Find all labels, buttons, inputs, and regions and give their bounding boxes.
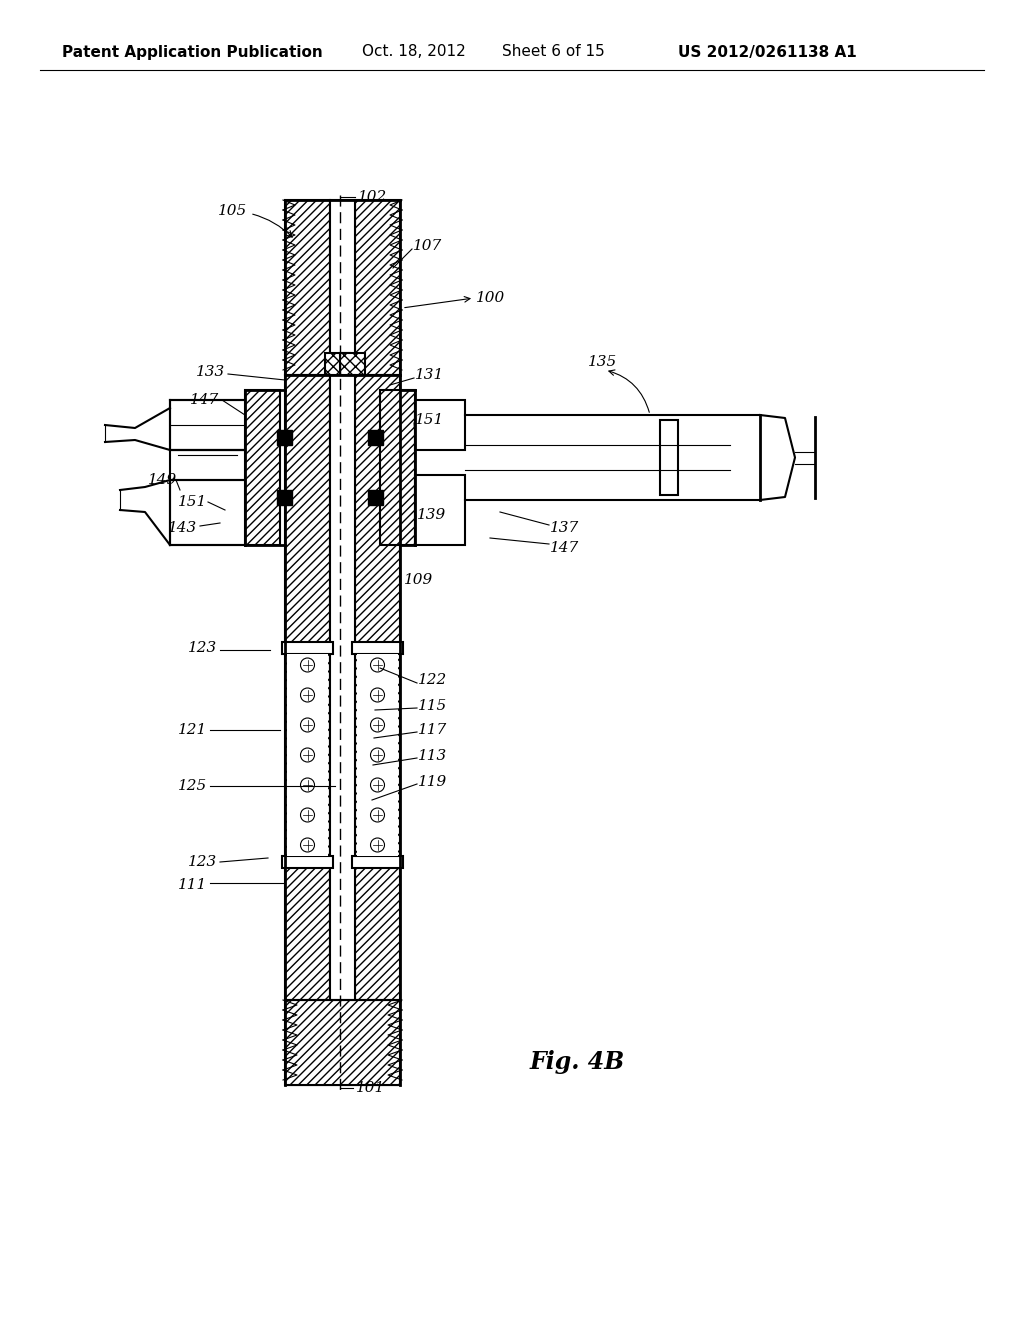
Bar <box>330 375 355 1001</box>
Text: 102: 102 <box>358 190 387 205</box>
Bar <box>285 201 330 375</box>
Text: 149: 149 <box>148 473 177 487</box>
Text: 147: 147 <box>190 393 219 407</box>
Bar <box>415 400 465 450</box>
Text: 137: 137 <box>550 521 580 535</box>
Circle shape <box>371 808 384 822</box>
Circle shape <box>300 838 314 851</box>
Bar <box>282 855 333 869</box>
Circle shape <box>300 657 314 672</box>
Bar <box>340 352 365 405</box>
Bar <box>357 653 398 855</box>
Text: 123: 123 <box>188 642 217 655</box>
Text: US 2012/0261138 A1: US 2012/0261138 A1 <box>678 45 857 59</box>
Circle shape <box>300 748 314 762</box>
Text: 113: 113 <box>418 748 447 763</box>
Bar <box>245 389 280 545</box>
Bar <box>330 201 355 375</box>
Circle shape <box>371 838 384 851</box>
Text: Sheet 6 of 15: Sheet 6 of 15 <box>502 45 605 59</box>
Text: 122: 122 <box>418 673 447 686</box>
Bar <box>278 490 292 506</box>
Circle shape <box>300 808 314 822</box>
Text: 109: 109 <box>404 573 433 587</box>
Text: 133: 133 <box>196 366 225 379</box>
Bar <box>380 389 415 545</box>
Bar <box>368 490 383 506</box>
Circle shape <box>300 688 314 702</box>
Bar <box>355 201 400 375</box>
Circle shape <box>300 777 314 792</box>
Text: 115: 115 <box>418 700 447 713</box>
Text: 151: 151 <box>415 413 444 426</box>
Text: 119: 119 <box>418 775 447 789</box>
Text: 111: 111 <box>178 878 207 892</box>
Text: 139: 139 <box>417 508 446 521</box>
Text: 151: 151 <box>178 495 207 510</box>
Bar <box>368 430 383 445</box>
Bar <box>278 430 292 445</box>
Bar <box>355 375 400 1001</box>
Bar <box>282 642 333 653</box>
Text: 131: 131 <box>415 368 444 381</box>
Bar <box>660 420 678 495</box>
Bar <box>415 475 465 545</box>
Bar <box>170 480 245 545</box>
Text: 100: 100 <box>476 290 505 305</box>
Text: 121: 121 <box>178 723 207 737</box>
Text: 123: 123 <box>188 855 217 869</box>
Text: 143: 143 <box>168 521 198 535</box>
Circle shape <box>300 718 314 733</box>
Bar <box>325 352 350 405</box>
Circle shape <box>371 657 384 672</box>
Circle shape <box>371 748 384 762</box>
Bar <box>170 400 245 450</box>
Text: Oct. 18, 2012: Oct. 18, 2012 <box>362 45 466 59</box>
Bar <box>352 642 403 653</box>
Text: 125: 125 <box>178 779 207 793</box>
Bar <box>287 653 328 855</box>
Text: Fig. 4B: Fig. 4B <box>530 1049 626 1074</box>
Text: Patent Application Publication: Patent Application Publication <box>62 45 323 59</box>
Circle shape <box>371 777 384 792</box>
Text: 117: 117 <box>418 723 447 737</box>
Bar <box>285 1001 400 1085</box>
Text: 105: 105 <box>218 205 292 238</box>
Text: 107: 107 <box>413 239 442 253</box>
Bar <box>352 855 403 869</box>
Bar <box>285 375 330 1001</box>
Text: 101: 101 <box>356 1081 385 1096</box>
Circle shape <box>371 688 384 702</box>
Text: 147: 147 <box>550 541 580 554</box>
Text: 135: 135 <box>588 355 617 370</box>
Circle shape <box>371 718 384 733</box>
